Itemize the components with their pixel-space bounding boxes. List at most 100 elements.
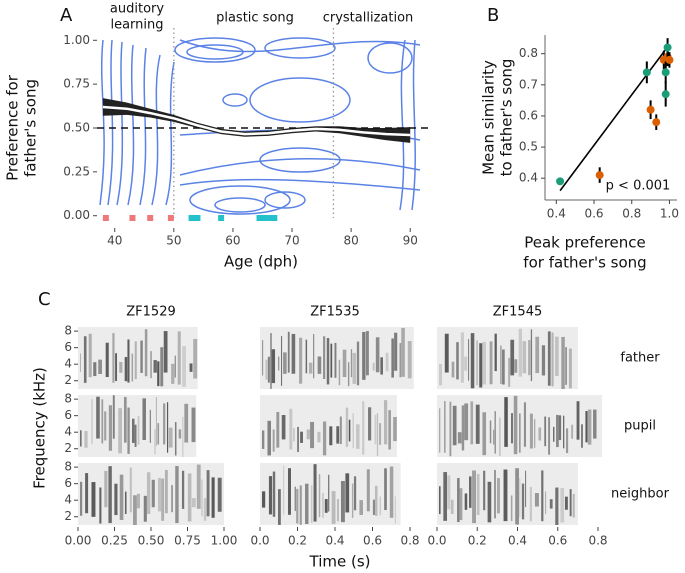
spectrogram-texture bbox=[296, 488, 299, 524]
spectrogram-texture bbox=[140, 340, 143, 373]
spectrogram-texture bbox=[334, 342, 337, 378]
spectrogram-texture bbox=[177, 331, 181, 385]
spectrogram-texture bbox=[379, 496, 382, 516]
point bbox=[642, 68, 651, 77]
contour bbox=[264, 37, 336, 59]
spectrogram-texture bbox=[342, 349, 347, 378]
spectrogram-texture bbox=[499, 417, 501, 456]
contour bbox=[264, 191, 306, 209]
spectrogram-texture bbox=[385, 352, 389, 372]
spectrogram-texture bbox=[519, 413, 521, 453]
y-axis-title: to father's song bbox=[498, 59, 516, 177]
spectrogram-texture bbox=[161, 478, 165, 521]
spectrogram-texture bbox=[276, 411, 280, 448]
fit-line bbox=[559, 43, 671, 192]
spectrogram-texture bbox=[318, 474, 321, 518]
spectrogram-texture bbox=[133, 495, 137, 525]
y-tick-label: 8 bbox=[64, 460, 72, 474]
spectrogram-texture bbox=[464, 356, 468, 371]
spectrogram-texture bbox=[522, 341, 527, 374]
spectrogram-texture bbox=[587, 409, 592, 445]
y-axis-title: father's song bbox=[22, 79, 40, 177]
spectrogram-texture bbox=[287, 468, 291, 515]
spectrogram-texture bbox=[154, 429, 156, 455]
spectrogram-texture bbox=[464, 403, 469, 441]
contour bbox=[116, 41, 124, 206]
contour bbox=[186, 44, 244, 60]
spectrogram-texture bbox=[80, 481, 83, 516]
y-axis-title: Mean similarity bbox=[480, 60, 498, 175]
spectrogram-texture bbox=[518, 328, 522, 377]
spectrogram-texture bbox=[134, 424, 137, 447]
y-tick-label: 2 bbox=[64, 509, 72, 523]
spectrogram-texture bbox=[393, 417, 397, 442]
spectrogram-texture bbox=[345, 407, 349, 447]
y-tick-label: 0.75 bbox=[63, 77, 90, 91]
spectrogram-texture bbox=[306, 429, 310, 440]
spectrogram-texture bbox=[289, 408, 293, 450]
spectrogram-texture bbox=[118, 408, 122, 454]
spectrogram-texture bbox=[283, 352, 287, 374]
panel-label: C bbox=[38, 289, 51, 310]
spectrogram-texture bbox=[211, 477, 215, 518]
spectrogram-texture bbox=[88, 333, 92, 378]
rug-mark bbox=[218, 215, 225, 221]
spectrogram-texture bbox=[470, 401, 474, 445]
x-tick-label: 1.0 bbox=[660, 207, 679, 221]
spectrogram-texture bbox=[459, 488, 463, 521]
spectrogram-texture bbox=[500, 345, 502, 385]
x-tick-label: 0.0 bbox=[250, 534, 269, 548]
contour bbox=[179, 158, 421, 176]
spectrogram-texture bbox=[576, 401, 580, 440]
spectrogram-texture bbox=[460, 332, 464, 383]
spectrogram-texture bbox=[104, 411, 107, 441]
x-axis-title: for father's song bbox=[523, 254, 646, 272]
point bbox=[652, 118, 661, 127]
spectrogram-texture bbox=[272, 471, 276, 517]
spectrogram-texture bbox=[193, 338, 198, 379]
spectrogram-texture bbox=[131, 353, 134, 382]
x-tick-label: 0.4 bbox=[547, 207, 566, 221]
spectrogram-texture bbox=[362, 331, 366, 380]
spectrogram-texture bbox=[166, 402, 169, 453]
spectrogram-texture bbox=[283, 465, 285, 515]
spectrogram-texture bbox=[374, 485, 378, 516]
spectrogram-texture bbox=[476, 473, 480, 515]
spectrogram-texture bbox=[330, 343, 333, 378]
contour bbox=[151, 54, 161, 206]
spectrogram-texture bbox=[450, 499, 454, 514]
spectrogram-texture bbox=[350, 349, 353, 378]
spectrogram-texture bbox=[439, 363, 443, 386]
spectrogram-texture bbox=[389, 466, 394, 518]
spectrogram-texture bbox=[119, 474, 124, 520]
spectrogram-texture bbox=[548, 417, 551, 455]
spectrogram-texture bbox=[182, 416, 184, 457]
y-tick-label: 0.00 bbox=[63, 208, 90, 222]
rug-mark bbox=[129, 215, 136, 221]
rug-mark bbox=[147, 215, 154, 221]
spectrogram-texture bbox=[383, 400, 388, 445]
spectrogram-texture bbox=[124, 357, 128, 382]
spectrogram-texture bbox=[144, 329, 148, 377]
phase-label: auditory bbox=[110, 2, 164, 17]
spectrogram-texture bbox=[394, 496, 396, 524]
spectrogram-texture bbox=[271, 349, 276, 384]
spectrogram-texture bbox=[277, 489, 281, 525]
spectrogram-texture bbox=[217, 477, 222, 512]
spectrogram-texture bbox=[545, 491, 547, 514]
spectrogram-texture bbox=[501, 349, 505, 385]
spectrogram-texture bbox=[84, 430, 88, 448]
y-axis-title: Preference for bbox=[4, 74, 22, 181]
spectrogram-texture bbox=[449, 401, 452, 457]
spectrogram-texture bbox=[534, 418, 536, 448]
spectrogram-texture bbox=[541, 345, 546, 376]
contour bbox=[367, 42, 413, 74]
spectrogram-texture bbox=[555, 336, 559, 376]
spectrogram-texture bbox=[372, 362, 375, 371]
point bbox=[661, 68, 670, 77]
spectrogram-texture bbox=[374, 414, 377, 445]
phase-label: learning bbox=[110, 18, 163, 33]
spectrogram-texture bbox=[461, 405, 465, 451]
spectrogram-texture bbox=[326, 338, 330, 385]
spectrogram-texture bbox=[528, 340, 531, 376]
